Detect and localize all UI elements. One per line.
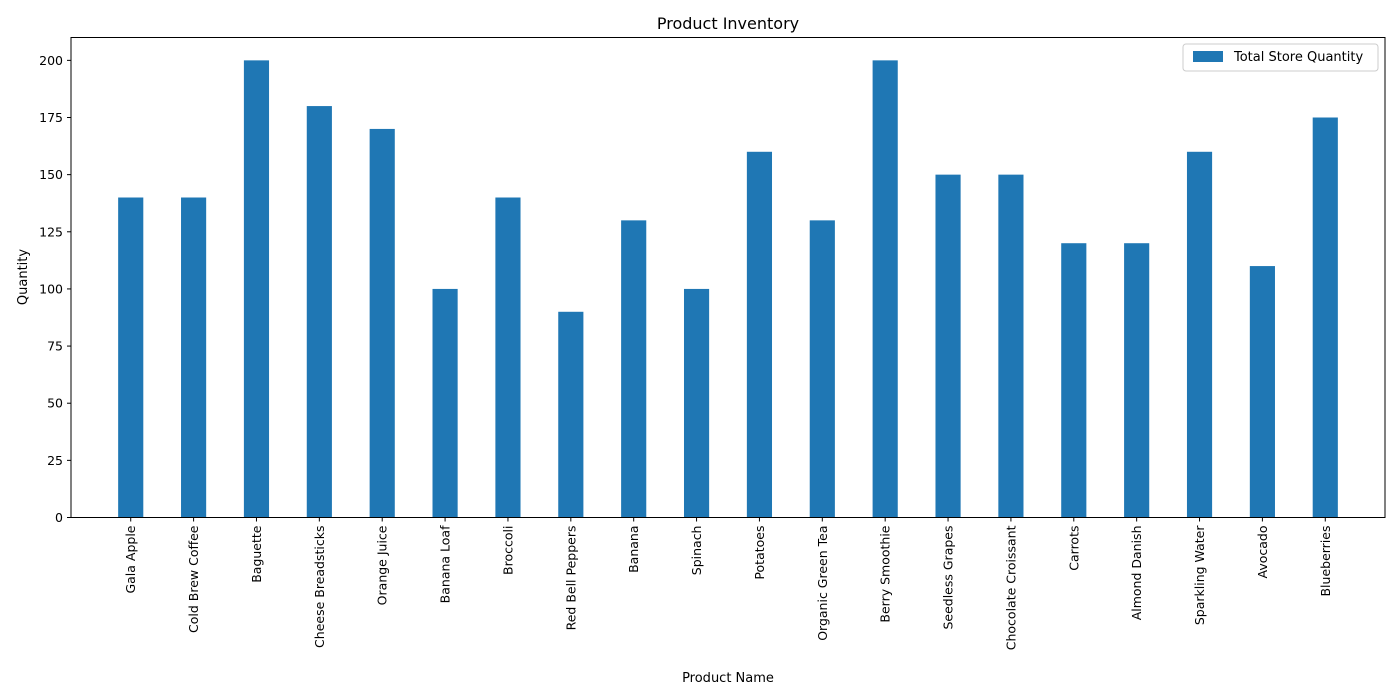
bar-11	[809, 220, 835, 518]
bar-7	[558, 311, 584, 518]
bar-2	[243, 60, 270, 518]
x-tick-label-17: Sparkling Water	[1192, 525, 1207, 625]
x-tick-label-15: Carrots	[1066, 526, 1081, 571]
x-tick-label-9: Spinach	[689, 526, 704, 576]
bar-1	[181, 197, 207, 518]
bar-4	[369, 128, 395, 518]
bar-8	[621, 220, 647, 518]
bar-15	[1061, 243, 1087, 518]
y-tick-label-7: 175	[39, 110, 63, 125]
bar-13	[935, 174, 961, 518]
x-tick-label-6: Broccoli	[500, 526, 515, 575]
y-tick-label-6: 150	[39, 167, 63, 182]
chart-title: Product Inventory	[657, 14, 799, 33]
x-tick-label-7: Red Bell Peppers	[563, 526, 578, 631]
y-tick-label-8: 200	[39, 53, 63, 68]
x-tick-label-12: Berry Smoothie	[878, 525, 893, 622]
x-tick-label-16: Almond Danish	[1129, 526, 1144, 621]
bar-12	[872, 60, 898, 518]
bar-17	[1186, 151, 1213, 518]
legend-label: Total Store Quantity	[1233, 50, 1363, 65]
x-tick-label-10: Potatoes	[752, 526, 767, 580]
x-tick-label-13: Seedless Grapes	[941, 526, 956, 630]
plot-frame	[70, 37, 1386, 518]
bars-group	[118, 60, 1338, 518]
bar-6	[495, 197, 521, 518]
x-tick-label-0: Gala Apple	[123, 525, 138, 593]
bar-16	[1124, 243, 1150, 518]
bar-14	[998, 174, 1024, 518]
x-tick-label-5: Banana Loaf	[438, 525, 453, 603]
x-tick-label-19: Blueberries	[1318, 526, 1333, 597]
legend-box	[1182, 43, 1379, 72]
bar-10	[746, 151, 773, 518]
y-tick-label-5: 125	[39, 224, 63, 239]
y-axis-ticks: 0 25 50 75 100 125 150 175 200	[39, 53, 71, 525]
bar-5	[432, 288, 458, 518]
y-tick-label-0: 0	[55, 510, 63, 525]
bar-18	[1249, 266, 1275, 518]
legend-swatch	[1193, 51, 1223, 62]
y-tick-label-2: 50	[47, 396, 63, 411]
x-axis-ticks: Gala Apple Cold Brew Coffee Baguette Cheese…	[123, 517, 1333, 650]
y-tick-label-1: 25	[47, 453, 63, 468]
x-tick-label-14: Chocolate Croissant	[1003, 525, 1018, 650]
bar-19	[1312, 117, 1338, 518]
legend: Total Store Quantity	[1182, 43, 1379, 72]
bar-0	[118, 197, 144, 518]
bar-9	[683, 288, 710, 518]
x-tick-label-11: Organic Green Tea	[815, 526, 830, 641]
bar-3	[306, 106, 332, 518]
x-tick-label-3: Cheese Breadsticks	[312, 526, 327, 648]
x-tick-label-1: Cold Brew Coffee	[186, 525, 201, 633]
x-tick-label-4: Orange Juice	[375, 525, 390, 605]
x-axis-label: Product Name	[682, 671, 774, 686]
x-tick-label-2: Baguette	[249, 525, 264, 583]
x-tick-label-18: Avocado	[1255, 526, 1270, 579]
x-tick-label-8: Banana	[626, 526, 641, 573]
y-tick-label-3: 75	[47, 339, 63, 354]
y-tick-label-4: 100	[39, 281, 63, 296]
y-axis-label: Quantity	[16, 249, 31, 305]
